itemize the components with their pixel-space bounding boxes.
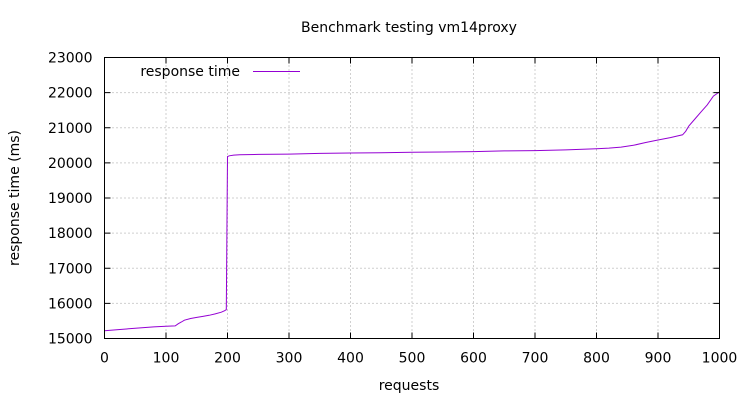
y-tick-label: 22000 bbox=[48, 86, 93, 102]
x-tick-label: 900 bbox=[645, 351, 672, 367]
legend: response time bbox=[140, 64, 300, 80]
x-tick-label: 1000 bbox=[702, 351, 738, 367]
y-tick-label: 19000 bbox=[48, 191, 93, 207]
x-axis-title: requests bbox=[379, 378, 440, 394]
x-tick-label: 400 bbox=[337, 351, 364, 367]
x-tick-label: 0 bbox=[100, 351, 109, 367]
x-tick-label: 600 bbox=[460, 351, 487, 367]
x-tick-label: 500 bbox=[399, 351, 426, 367]
x-tick-label: 300 bbox=[276, 351, 303, 367]
series-layer bbox=[104, 91, 720, 332]
x-tick-label: 800 bbox=[583, 351, 610, 367]
x-tick-label: 200 bbox=[214, 351, 241, 367]
y-tick-label: 17000 bbox=[48, 261, 93, 277]
series-line-response-time bbox=[104, 91, 720, 332]
y-tick-label: 21000 bbox=[48, 121, 93, 137]
y-axis-title: response time (ms) bbox=[7, 130, 23, 266]
chart-title: Benchmark testing vm14proxy bbox=[301, 20, 517, 36]
axis-ticks bbox=[104, 57, 720, 339]
y-tick-label: 16000 bbox=[48, 296, 93, 312]
x-tick-label: 100 bbox=[153, 351, 180, 367]
y-tick-label: 15000 bbox=[48, 332, 93, 348]
legend-label: response time bbox=[140, 64, 240, 80]
y-tick-label: 18000 bbox=[48, 226, 93, 242]
x-tick-labels: 0 100 200 300 400 500 600 700 800 900 1000 bbox=[100, 351, 737, 367]
y-tick-labels: 15000 16000 17000 18000 19000 20000 21000 22000… bbox=[48, 51, 93, 348]
x-tick-label: 700 bbox=[522, 351, 549, 367]
y-tick-label: 20000 bbox=[48, 156, 93, 172]
y-tick-label: 23000 bbox=[48, 51, 93, 67]
grid bbox=[104, 57, 720, 339]
